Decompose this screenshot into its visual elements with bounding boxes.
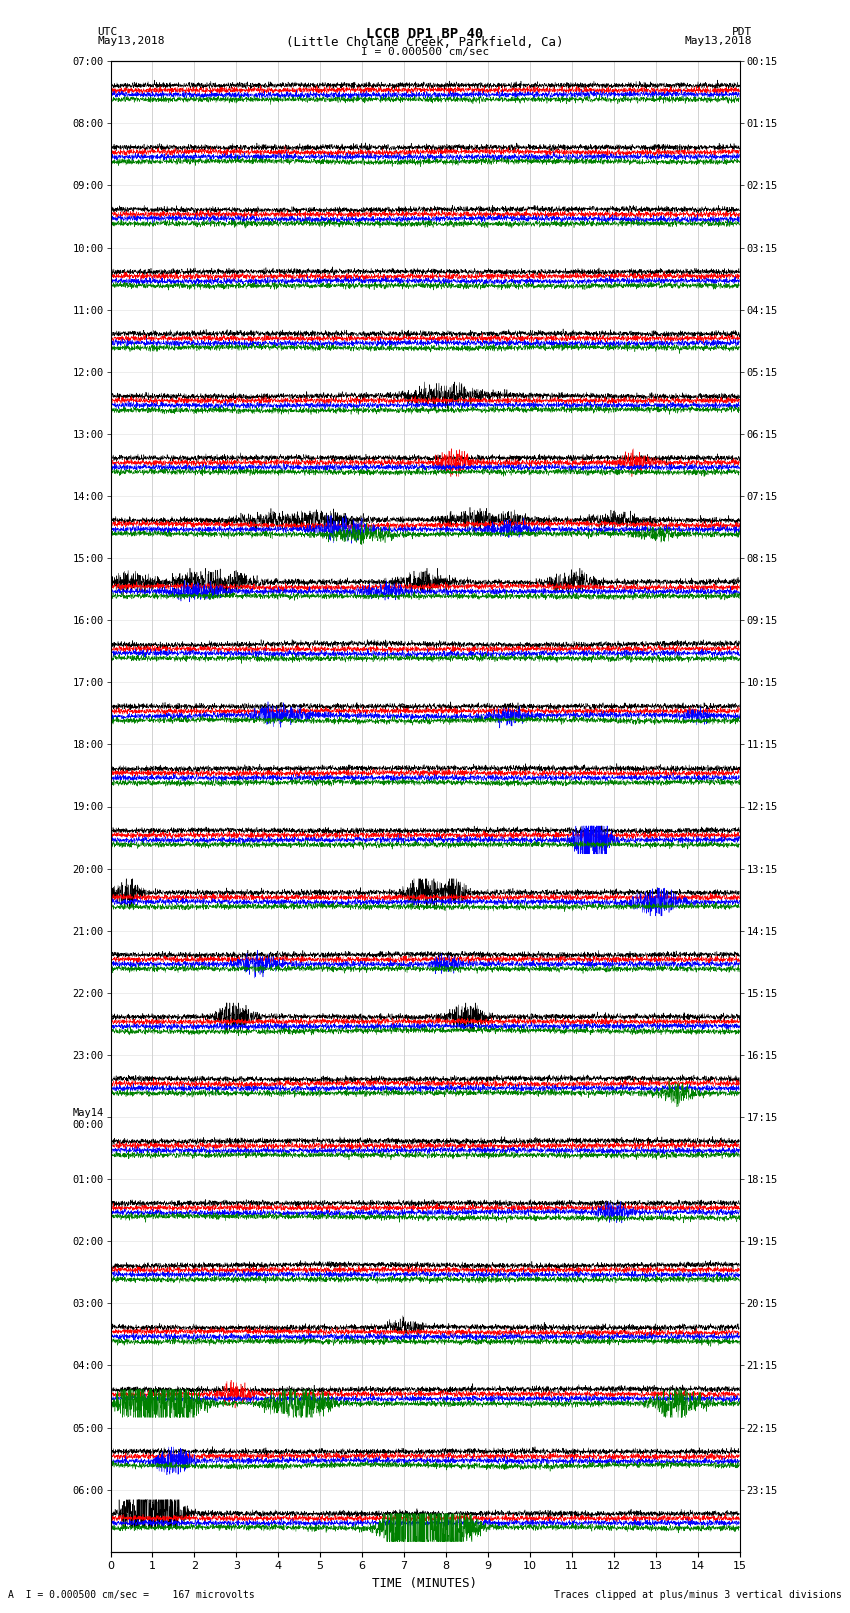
Text: (Little Cholane Creek, Parkfield, Ca): (Little Cholane Creek, Parkfield, Ca) — [286, 37, 564, 50]
Text: Traces clipped at plus/minus 3 vertical divisions: Traces clipped at plus/minus 3 vertical … — [553, 1590, 842, 1600]
Text: LCCB DP1 BP 40: LCCB DP1 BP 40 — [366, 26, 484, 40]
Text: A  I = 0.000500 cm/sec =    167 microvolts: A I = 0.000500 cm/sec = 167 microvolts — [8, 1590, 255, 1600]
Text: May13,2018: May13,2018 — [685, 37, 752, 47]
Text: I = 0.000500 cm/sec: I = 0.000500 cm/sec — [361, 47, 489, 56]
X-axis label: TIME (MINUTES): TIME (MINUTES) — [372, 1578, 478, 1590]
Text: PDT: PDT — [732, 26, 752, 37]
Text: May13,2018: May13,2018 — [98, 37, 165, 47]
Text: UTC: UTC — [98, 26, 118, 37]
